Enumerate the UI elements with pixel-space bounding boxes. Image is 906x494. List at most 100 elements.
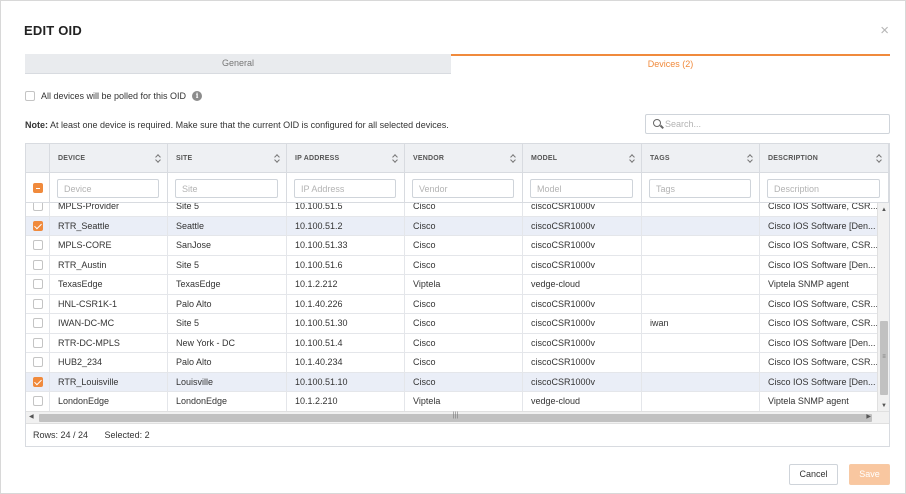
row-checkbox[interactable] xyxy=(32,337,43,348)
table-row[interactable]: RTR_Seattle Seattle 10.100.51.2 Cisco ciscoC… xyxy=(26,216,877,236)
filter-tags-input[interactable] xyxy=(649,179,751,198)
table-row[interactable]: RTR_Austin Site 5 10.100.51.6 Cisco ciscoCSR… xyxy=(26,255,877,275)
cell-tags xyxy=(642,236,760,256)
row-checkbox[interactable] xyxy=(32,240,43,250)
tab-devices[interactable]: Devices (2) xyxy=(451,54,890,74)
select-all-checkbox[interactable] xyxy=(32,183,43,193)
column-header-ip-address[interactable]: IP ADDRESS xyxy=(287,144,405,173)
row-checkbox-cell xyxy=(26,333,50,353)
column-header-label: TAGS xyxy=(650,155,670,162)
table-row[interactable]: LondonEdge LondonEdge 10.1.2.210 Viptela ved… xyxy=(26,392,877,411)
cell-device: RTR_Louisville xyxy=(50,372,168,392)
row-checkbox[interactable] xyxy=(32,376,43,387)
column-header-label: DEVICE xyxy=(58,155,86,162)
table-row[interactable]: HUB2_234 Palo Alto 10.1.40.234 Cisco ciscoCS… xyxy=(26,353,877,373)
select-all-cell xyxy=(26,173,50,203)
filter-cell-ip-address xyxy=(287,173,405,203)
cell-vendor: Viptela xyxy=(405,275,523,295)
sort-icon[interactable] xyxy=(155,154,161,163)
note-body: At least one device is required. Make su… xyxy=(48,120,449,130)
cancel-button[interactable]: Cancel xyxy=(789,464,838,485)
info-icon[interactable]: i xyxy=(192,91,203,101)
save-button[interactable]: Save xyxy=(849,464,890,485)
horizontal-scroll-thumb[interactable]: ||| xyxy=(39,412,872,422)
filter-cell-description xyxy=(760,173,889,203)
horizontal-scrollbar[interactable]: ◀ ||| ▶ xyxy=(26,411,889,423)
table-row[interactable]: MPLS-CORE SanJose 10.100.51.33 Cisco ciscoCS… xyxy=(26,236,877,256)
search-input[interactable] xyxy=(663,115,883,133)
sort-icon[interactable] xyxy=(274,154,280,163)
cell-model: ciscoCSR1000v xyxy=(523,314,642,334)
cell-device: IWAN-DC-MC xyxy=(50,314,168,334)
table-row[interactable]: RTR_Louisville Louisville 10.100.51.10 Cisc… xyxy=(26,372,877,393)
row-checkbox-cell xyxy=(26,275,50,295)
cell-description: Cisco IOS Software [Den... xyxy=(760,373,877,393)
selected-count: Selected: 2 xyxy=(104,430,150,440)
cell-site: Site 5 xyxy=(168,255,287,275)
sort-icon[interactable] xyxy=(510,154,516,163)
cell-description: Cisco IOS Software, CSR... xyxy=(760,236,877,256)
cell-model: ciscoCSR1000v xyxy=(523,372,642,392)
cell-ip-address: 10.100.51.5 xyxy=(287,203,405,217)
scroll-left-icon[interactable]: ◀ xyxy=(29,414,34,420)
row-checkbox[interactable] xyxy=(32,318,43,328)
row-checkbox[interactable] xyxy=(32,298,43,309)
sort-icon[interactable] xyxy=(629,154,635,163)
filter-site-input[interactable] xyxy=(175,179,278,198)
row-checkbox[interactable] xyxy=(32,203,43,211)
cell-description: Cisco IOS Software, CSR... xyxy=(760,295,877,315)
grid-rows: MPLS-Provider Site 5 10.100.51.5 Cisco cisco… xyxy=(26,203,877,411)
tab-bar: General Devices (2) xyxy=(25,54,890,74)
sort-icon[interactable] xyxy=(876,154,882,163)
scroll-down-icon[interactable]: ▼ xyxy=(881,403,887,409)
vertical-scrollbar[interactable]: ▲ ≡ ▼ xyxy=(877,203,889,411)
cell-model: vedge-cloud xyxy=(523,392,642,411)
vertical-scroll-thumb[interactable]: ≡ xyxy=(880,321,888,395)
column-header-model[interactable]: MODEL xyxy=(523,144,642,173)
sort-icon[interactable] xyxy=(392,154,398,163)
column-header-vendor[interactable]: VENDOR xyxy=(405,144,523,173)
row-checkbox[interactable] xyxy=(32,279,43,289)
row-checkbox-cell xyxy=(26,372,50,392)
close-icon[interactable]: × xyxy=(880,22,889,39)
cell-vendor: Cisco xyxy=(405,333,523,353)
filter-device-input[interactable] xyxy=(57,179,159,198)
table-row[interactable]: TexasEdge TexasEdge 10.1.2.212 Viptela vedge… xyxy=(26,275,877,295)
sort-icon[interactable] xyxy=(747,154,753,163)
row-checkbox[interactable] xyxy=(32,259,43,270)
column-header-tags[interactable]: TAGS xyxy=(642,144,760,173)
row-checkbox-cell xyxy=(26,294,50,314)
filter-cell-vendor xyxy=(405,173,523,203)
table-row[interactable]: HNL-CSR1K-1 Palo Alto 10.1.40.226 Cisco cisc… xyxy=(26,294,877,315)
cell-device: TexasEdge xyxy=(50,275,168,295)
row-checkbox-cell xyxy=(26,236,50,256)
row-checkbox[interactable] xyxy=(32,220,43,231)
table-row[interactable]: IWAN-DC-MC Site 5 10.100.51.30 Cisco ciscoCS… xyxy=(26,314,877,334)
filter-model-input[interactable] xyxy=(530,179,633,198)
cell-ip-address: 10.100.51.6 xyxy=(287,255,405,275)
column-header-label: DESCRIPTION xyxy=(768,155,819,162)
cell-description: Viptela SNMP agent xyxy=(760,392,877,411)
row-checkbox-cell xyxy=(26,203,50,217)
column-header-device[interactable]: DEVICE xyxy=(50,144,168,173)
row-checkbox[interactable] xyxy=(32,357,43,367)
table-row[interactable]: MPLS-Provider Site 5 10.100.51.5 Cisco cisco… xyxy=(26,203,877,217)
row-checkbox[interactable] xyxy=(32,396,43,406)
scroll-right-icon[interactable]: ▶ xyxy=(866,414,871,420)
column-header-label: IP ADDRESS xyxy=(295,155,340,162)
dialog-title: EDIT OID xyxy=(24,23,82,38)
filter-description-input[interactable] xyxy=(767,179,880,198)
column-header-description[interactable]: DESCRIPTION xyxy=(760,144,889,173)
filter-ip-address-input[interactable] xyxy=(294,179,396,198)
column-header-site[interactable]: SITE xyxy=(168,144,287,173)
cell-site: Site 5 xyxy=(168,314,287,334)
table-row[interactable]: RTR-DC-MPLS New York - DC 10.100.51.4 Cisco… xyxy=(26,333,877,353)
filter-vendor-input[interactable] xyxy=(412,179,514,198)
cell-tags xyxy=(642,275,760,295)
cell-site: TexasEdge xyxy=(168,275,287,295)
poll-all-checkbox[interactable] xyxy=(25,91,35,101)
scroll-up-icon[interactable]: ▲ xyxy=(881,207,887,213)
tab-general[interactable]: General xyxy=(25,54,451,74)
note-prefix: Note: xyxy=(25,120,48,130)
